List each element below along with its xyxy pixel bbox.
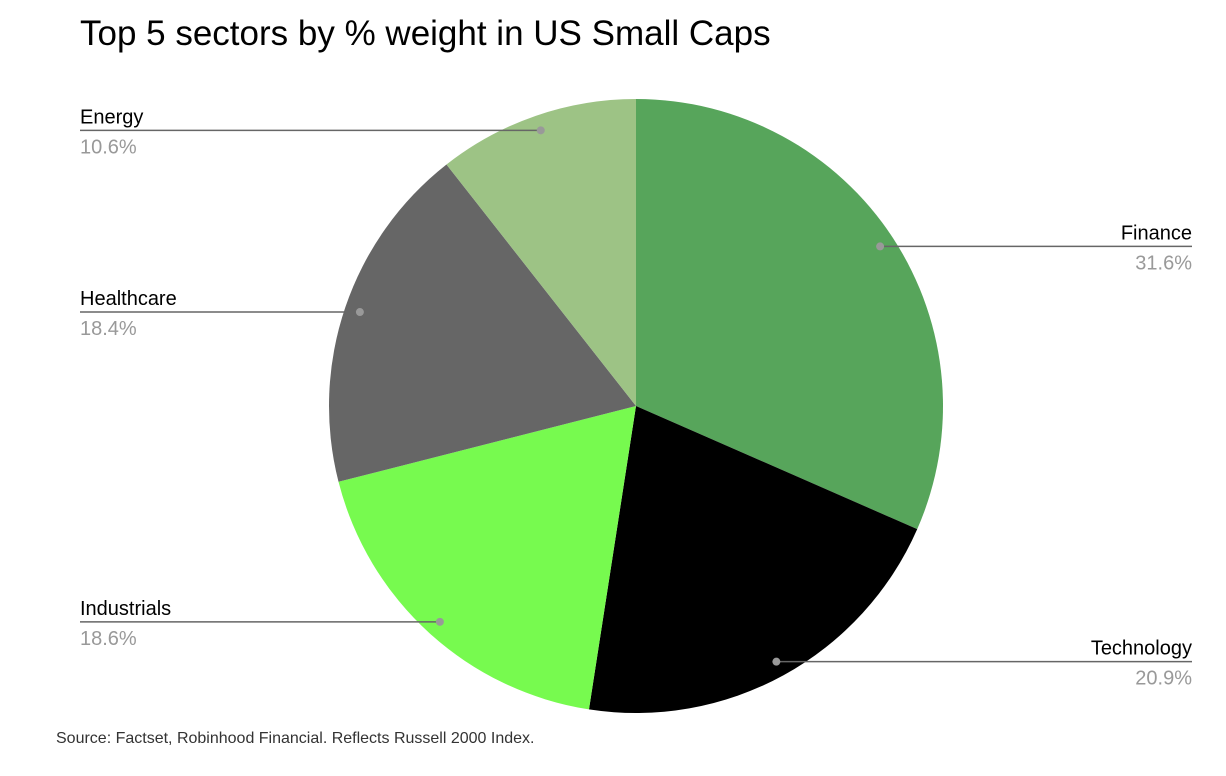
chart-title: Top 5 sectors by % weight in US Small Ca…: [80, 14, 771, 53]
slice-label-healthcare: Healthcare: [80, 288, 177, 310]
source-note: Source: Factset, Robinhood Financial. Re…: [56, 730, 535, 747]
slice-label-technology: Technology: [1091, 638, 1192, 660]
slice-value-industrials: 18.6%: [80, 628, 137, 650]
leader-dot-energy: [536, 126, 545, 135]
slice-value-healthcare: 18.4%: [80, 318, 137, 340]
slice-label-industrials: Industrials: [80, 598, 171, 620]
pie-slice-healthcare: [329, 164, 636, 482]
leader-dot-industrials: [435, 617, 444, 626]
leader-dot-healthcare: [355, 308, 364, 317]
pie-slice-technology: [588, 406, 918, 713]
pie-slice-finance: [636, 99, 943, 530]
slice-value-technology: 20.9%: [1135, 668, 1192, 690]
slice-value-finance: 31.6%: [1135, 252, 1192, 274]
slice-label-energy: Energy: [80, 106, 143, 128]
leader-dot-technology: [772, 657, 781, 666]
slice-value-energy: 10.6%: [80, 136, 137, 158]
slice-label-finance: Finance: [1121, 222, 1192, 244]
pie-slice-industrials: [338, 406, 636, 710]
pie-slice-energy: [446, 99, 636, 406]
leader-dot-finance: [876, 242, 885, 251]
